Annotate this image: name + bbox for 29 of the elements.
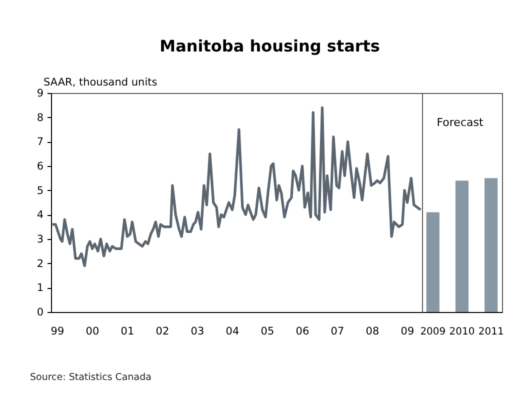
x-tick-label: 04 bbox=[226, 326, 240, 338]
y-tick-label: 8 bbox=[36, 112, 44, 124]
x-tick-label: 07 bbox=[330, 326, 344, 338]
line-series bbox=[51, 106, 422, 268]
y-tick-label: 2 bbox=[36, 258, 44, 270]
x-tick-label: 05 bbox=[260, 326, 274, 338]
x-tick-label: 09 bbox=[400, 326, 414, 338]
x-tick-label: 06 bbox=[296, 326, 310, 338]
source-note: Source: Statistics Canada bbox=[30, 372, 152, 383]
x-tick-label: 01 bbox=[120, 326, 134, 338]
y-tick-label: 4 bbox=[36, 209, 44, 222]
y-tick-label: 6 bbox=[36, 160, 44, 172]
x-tick-label: 2010 bbox=[449, 326, 475, 338]
y-tick-label: 5 bbox=[36, 184, 44, 197]
x-tick-label: 02 bbox=[156, 326, 170, 338]
x-tick-label: 2011 bbox=[478, 326, 504, 338]
y-axis-title: SAAR, thousand units bbox=[44, 76, 158, 88]
x-tick-label: 2009 bbox=[420, 326, 446, 338]
chart-title: Manitoba housing starts bbox=[160, 36, 380, 56]
y-tick-label: 7 bbox=[36, 136, 44, 148]
x-tick-label: 08 bbox=[366, 326, 380, 338]
annotation: Forecast bbox=[436, 116, 484, 129]
y-tick-label: 3 bbox=[36, 234, 44, 246]
x-tick-label: 99 bbox=[50, 326, 64, 338]
y-tick-label: 1 bbox=[36, 282, 44, 294]
x-tick-label: 03 bbox=[190, 326, 204, 338]
x-tick-label: 00 bbox=[86, 326, 100, 338]
y-tick-label: 9 bbox=[36, 88, 44, 100]
y-tick-label: 0 bbox=[36, 306, 44, 318]
